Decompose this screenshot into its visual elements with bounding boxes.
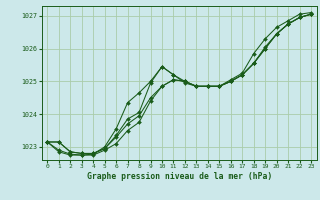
X-axis label: Graphe pression niveau de la mer (hPa): Graphe pression niveau de la mer (hPa) — [87, 172, 272, 181]
